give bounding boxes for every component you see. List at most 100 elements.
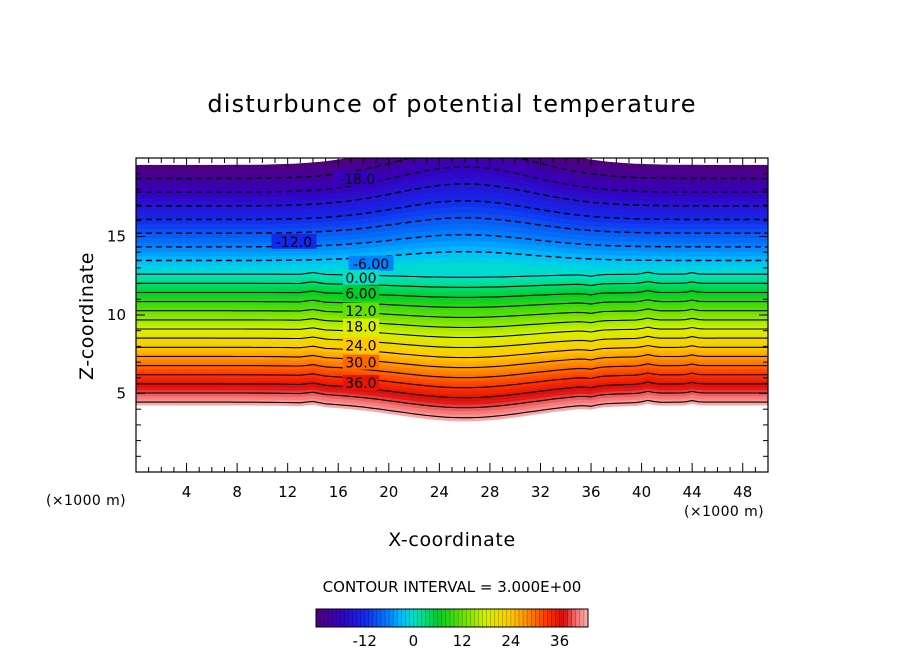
chart-title: disturbunce of potential temperature	[207, 90, 696, 118]
colorbar-frame	[315, 608, 589, 628]
contour-label-bg	[342, 337, 380, 353]
colorbar-cell	[575, 609, 581, 627]
colorbar-cell	[462, 609, 467, 627]
colorbar-cell	[445, 609, 451, 627]
contour-line	[136, 308, 768, 318]
contour-line	[136, 354, 768, 369]
x-tick-label: 44	[683, 483, 702, 501]
contour-line	[136, 372, 768, 389]
contour-line	[136, 250, 768, 262]
colorbar-cell	[514, 609, 520, 627]
contour-label: 0.00	[345, 271, 376, 287]
contour-line	[136, 344, 768, 359]
y-tick-labels: 5 10 15	[107, 228, 126, 403]
colorbar-cell	[458, 609, 463, 627]
colorbar-cell	[518, 609, 524, 627]
contour-label-bg	[342, 318, 380, 334]
colorbar-cell	[356, 609, 362, 627]
colorbar-cell	[454, 609, 459, 627]
contour-line	[136, 271, 768, 278]
contour-line	[136, 234, 768, 248]
x-tick-label: 20	[379, 483, 398, 501]
colorbar-cell	[364, 609, 370, 627]
colorbar-cell	[527, 609, 532, 627]
colorbar-cell	[531, 609, 536, 627]
contour-label: 18.0	[345, 320, 376, 336]
x-unit-label: (×1000 m)	[684, 504, 764, 520]
contour-line	[136, 363, 768, 379]
x-tick-label: 48	[733, 483, 752, 501]
colorbar-cell	[380, 609, 386, 627]
axis-ticks	[136, 158, 768, 472]
colorbar-cell	[372, 609, 378, 627]
colorbar-cell	[510, 609, 516, 627]
x-tick-label: 12	[278, 483, 297, 501]
colorbar-cell	[547, 609, 552, 627]
colorbar-cell	[539, 609, 544, 627]
colorbar-tick-labels: -12 0 12 24 36	[352, 632, 569, 650]
colorbar-cell	[433, 609, 439, 627]
y-tick-label: 10	[107, 306, 126, 324]
x-tick-label: 40	[632, 483, 651, 501]
colorbar-cell	[543, 609, 548, 627]
contour-label-bg	[348, 255, 394, 271]
colorbar-cell	[332, 609, 337, 627]
colorbar-cell	[571, 609, 577, 627]
colorbar-cell	[385, 609, 390, 627]
contour-line	[136, 317, 768, 329]
x-tick-label: 28	[480, 483, 499, 501]
colorbar-cell	[344, 609, 349, 627]
contour-label: 24.0	[345, 338, 376, 354]
contour-label-bg	[271, 233, 317, 249]
colorbar-cell	[583, 609, 589, 627]
colorbar-cell	[502, 609, 508, 627]
colorbar-cell	[397, 609, 402, 627]
colorbar-tick-label: 24	[501, 632, 520, 650]
colorbar-cell	[401, 609, 406, 627]
contour-label-bg	[342, 302, 380, 318]
colorbar-cell	[470, 609, 475, 627]
x-tick-label: 36	[581, 483, 600, 501]
contour-line	[136, 280, 768, 288]
colorbar-cell	[320, 609, 325, 627]
contour-interval-note: CONTOUR INTERVAL = 3.000E+00	[323, 578, 582, 596]
contour-label: -18.0	[339, 172, 375, 188]
colorbar-cell	[563, 609, 569, 627]
colorbar-cell	[506, 609, 512, 627]
contour-line	[136, 217, 768, 234]
contour-lines	[136, 158, 768, 419]
contour-label-bg	[334, 170, 380, 186]
colorbar-cell	[567, 609, 573, 627]
contour-label: -6.00	[353, 257, 389, 273]
colorbar-cell	[579, 609, 585, 627]
colorbar-cell	[478, 609, 483, 627]
colorbar-cell	[441, 609, 447, 627]
colorbar-cell	[449, 609, 455, 627]
colorbar-cell	[551, 609, 556, 627]
colorbar-tick-label: 36	[550, 632, 569, 650]
colorbar-cell	[368, 609, 374, 627]
contour-band	[136, 158, 768, 170]
colorbar-cell	[482, 609, 487, 627]
contour-label: 30.0	[345, 356, 376, 372]
contour-label: -12.0	[276, 235, 312, 251]
x-tick-label: 4	[182, 483, 192, 501]
colorbar-tick-label: 0	[409, 632, 419, 650]
x-axis-label: X-coordinate	[388, 529, 515, 551]
contour-line	[136, 166, 768, 193]
y-tick-label: 5	[116, 385, 126, 403]
colorbar-cell	[555, 609, 560, 627]
domain-top-blank	[136, 158, 768, 165]
colorbar-cell	[324, 609, 329, 627]
contour-line	[136, 289, 768, 298]
contour-label: 36.0	[345, 376, 376, 392]
contour-label: 12.0	[345, 304, 376, 320]
x-tick-label: 8	[232, 483, 242, 501]
contour-label-bg	[342, 375, 380, 391]
colorbar-cell	[535, 609, 540, 627]
contour-label-bg	[342, 285, 380, 301]
colorbar-cell	[316, 609, 321, 627]
contour-line	[136, 200, 768, 221]
